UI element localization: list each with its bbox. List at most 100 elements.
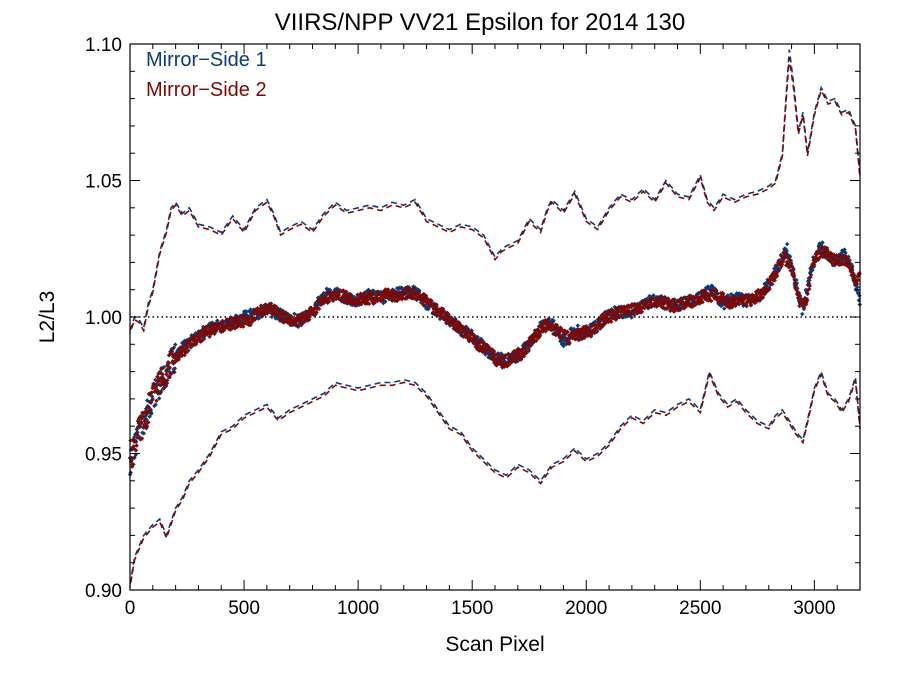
- point-1-71: [160, 371, 165, 377]
- point-1-1043: [603, 314, 609, 319]
- point-1-1543: [831, 256, 837, 262]
- point-1-1263: [704, 290, 709, 295]
- point-1-39: [145, 404, 151, 409]
- point-1-125: [185, 344, 190, 349]
- point-1-303: [266, 308, 271, 314]
- point-1-740: [465, 326, 470, 332]
- point-1-289: [259, 314, 265, 319]
- point-1-241: [237, 314, 243, 320]
- point-1-1136: [646, 306, 651, 311]
- point-0-1440: [784, 241, 790, 247]
- point-1-1593: [854, 281, 860, 287]
- point-1-716: [454, 328, 460, 334]
- point-1-337: [281, 320, 287, 325]
- point-1-15: [134, 430, 140, 435]
- point-1-1021: [593, 327, 599, 332]
- point-1-1164: [658, 295, 664, 300]
- point-1-40: [146, 420, 151, 425]
- point-1-36: [144, 411, 149, 417]
- point-1-1488: [807, 286, 812, 292]
- point-1-1056: [609, 308, 615, 313]
- ticks-layer: [129, 43, 861, 591]
- point-1-96: [171, 345, 177, 350]
- point-1-81: [165, 378, 170, 383]
- point-1-409: [314, 310, 319, 315]
- point-1-1214: [681, 306, 687, 311]
- point-1-385: [303, 318, 309, 323]
- point-1-1527: [824, 245, 830, 251]
- point-1-1320: [730, 304, 735, 310]
- point-0-1497: [811, 255, 816, 260]
- point-0-1006: [586, 329, 592, 335]
- point-1-97: [172, 369, 177, 375]
- point-1-935: [554, 322, 560, 328]
- point-1-1251: [698, 294, 704, 299]
- point-1-884: [531, 337, 536, 343]
- point-1-1325: [732, 295, 737, 300]
- point-1-174: [207, 334, 212, 339]
- point-0-1075: [618, 313, 623, 318]
- point-1-62: [156, 371, 161, 376]
- point-1-85: [166, 360, 172, 366]
- point-1-1269: [706, 296, 712, 301]
- point-1-1587: [852, 273, 857, 278]
- point-1-1573: [845, 263, 851, 269]
- point-1-1132: [644, 299, 649, 305]
- point-1-1341: [739, 299, 745, 304]
- point-1-47: [149, 390, 155, 395]
- point-1-14: [134, 443, 139, 448]
- point-0-956: [564, 342, 569, 347]
- point-1-422: [320, 293, 325, 299]
- point-1-128: [186, 348, 191, 353]
- point-1-1339: [738, 295, 744, 301]
- point-0-99: [173, 342, 178, 347]
- point-1-1471: [799, 301, 804, 306]
- point-1-844: [513, 356, 518, 362]
- point-1-24: [138, 419, 144, 425]
- point-1-1498: [811, 257, 816, 263]
- point-1-37: [144, 424, 150, 429]
- point-1-1463: [795, 292, 800, 297]
- point-1-917: [546, 326, 551, 332]
- point-0-256: [244, 309, 250, 314]
- point-1-847: [514, 349, 519, 354]
- point-0-1449: [789, 261, 794, 266]
- point-0-191: [215, 318, 220, 323]
- point-0-43: [147, 414, 152, 419]
- point-1-907: [541, 325, 547, 331]
- point-0-1302: [722, 306, 727, 311]
- point-1-611: [406, 285, 412, 290]
- point-1-1180: [666, 296, 671, 302]
- y-tick-label: 0.90: [85, 581, 122, 602]
- point-1-991: [579, 336, 585, 341]
- point-1-669: [433, 302, 438, 307]
- point-0-1138: [647, 293, 652, 299]
- x-tick-label: 3000: [793, 598, 835, 619]
- point-1-63: [156, 375, 162, 381]
- point-1-162: [201, 336, 207, 342]
- point-1-1438: [783, 262, 789, 268]
- point-1-1233: [690, 295, 696, 301]
- point-1-248: [241, 324, 246, 329]
- point-0-264: [248, 307, 253, 312]
- y-axis-title: L2/L3: [36, 291, 59, 344]
- point-1-1091: [625, 309, 631, 314]
- point-1-1193: [672, 308, 677, 314]
- point-1-948: [560, 335, 565, 340]
- point-1-106: [176, 357, 181, 362]
- point-1-1576: [847, 264, 852, 269]
- point-0-1133: [644, 296, 650, 301]
- point-1-1335: [736, 301, 742, 307]
- envelope-line-3: [129, 57, 861, 334]
- point-1-150: [196, 329, 201, 334]
- point-1-725: [458, 323, 464, 328]
- point-0-1099: [629, 315, 634, 320]
- y-tick-label: 0.95: [85, 445, 122, 466]
- point-1-924: [549, 327, 554, 333]
- y-tick-label: 1.00: [85, 308, 122, 329]
- series-layer: [127, 49, 862, 588]
- point-1-1542: [831, 252, 836, 257]
- point-1-1225: [686, 303, 692, 308]
- point-1-1467: [797, 303, 802, 309]
- point-1-1547: [833, 258, 839, 263]
